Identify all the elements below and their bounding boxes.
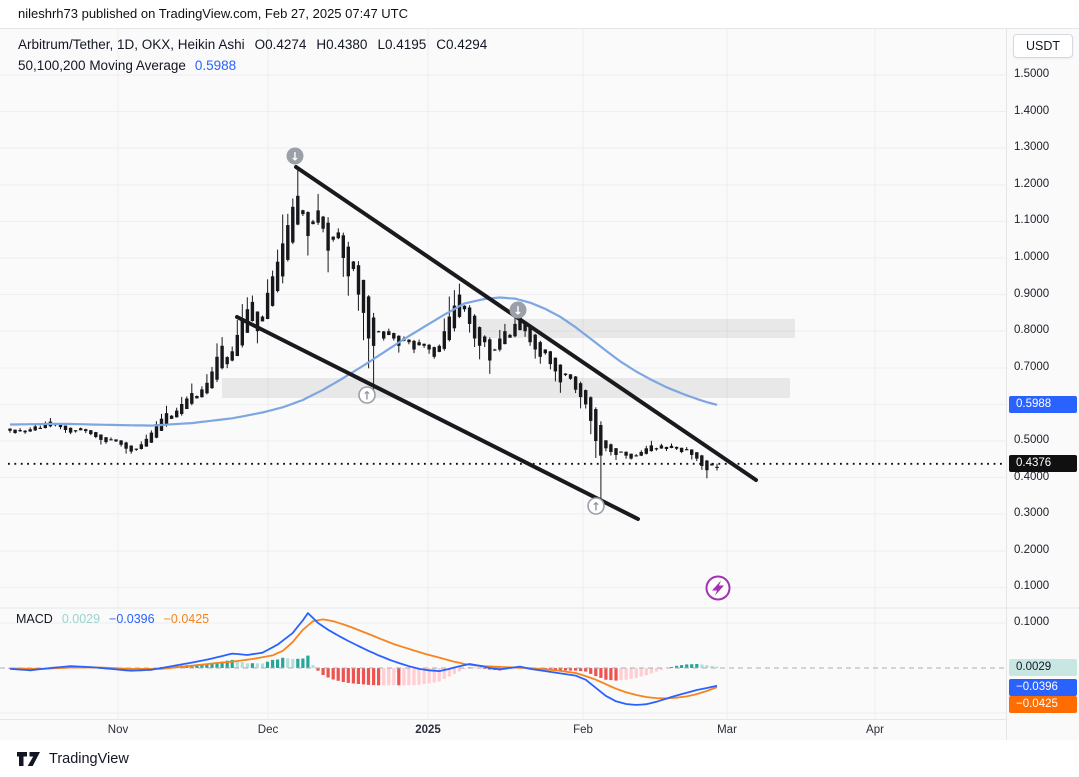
currency-toggle-button[interactable]: USDT xyxy=(1013,34,1073,58)
macd-hist-value: 0.0029 xyxy=(61,612,101,626)
macd-line-badge: −0.0396 xyxy=(1009,678,1077,696)
publish-info-bar: nileshrh73 published on TradingView.com,… xyxy=(0,0,1079,28)
time-tick-label: Apr xyxy=(866,724,884,736)
price-tick-label: 0.1000 xyxy=(1014,580,1050,593)
price-tick-label: 1.4000 xyxy=(1014,104,1050,117)
price-tick-label: 0.7000 xyxy=(1014,360,1050,373)
chart-legend: Arbitrum/Tether, 1D, OKX, Heikin Ashi O0… xyxy=(18,37,487,73)
time-tick-label: Dec xyxy=(257,724,279,736)
svg-text:↑: ↑ xyxy=(591,500,601,514)
publish-info-text: nileshrh73 published on TradingView.com,… xyxy=(18,6,409,21)
price-tick-label: 0.9000 xyxy=(1014,287,1050,300)
price-tick-label: 1.3000 xyxy=(1014,141,1050,154)
macd-signal-badge: −0.0425 xyxy=(1009,695,1077,713)
last-price-badge: 0.4376 xyxy=(1009,455,1077,473)
price-tick-label: 0.8000 xyxy=(1014,324,1050,337)
ohlc-high: H0.4380 xyxy=(316,37,368,52)
time-tick-label: Nov xyxy=(107,724,129,736)
macd-line-value: −0.0396 xyxy=(109,612,155,626)
ohlc-open: O0.4274 xyxy=(254,37,307,52)
price-axis[interactable]: USDT 0.5988 0.4376 0.0029 −0.0396 −0.042… xyxy=(1006,29,1079,741)
chart-card[interactable]: ↓ ↓ ↑ ↑ Arbitrum/Tether, 1D, OKX, Heikin As… xyxy=(0,28,1079,741)
ma-price-badge: 0.5988 xyxy=(1009,396,1077,414)
macd-legend-title: MACD xyxy=(16,612,53,626)
ohlc-low: L0.4195 xyxy=(377,37,427,52)
price-tick-label: 0.3000 xyxy=(1014,507,1050,520)
time-tick-label: Mar xyxy=(717,724,737,736)
ma-legend-value: 0.5988 xyxy=(194,58,237,73)
symbol-legend-row: Arbitrum/Tether, 1D, OKX, Heikin Ashi O0… xyxy=(18,37,487,52)
time-tick-label: Feb xyxy=(573,724,593,736)
svg-text:↓: ↓ xyxy=(513,304,523,318)
symbol-title: Arbitrum/Tether, 1D, OKX, Heikin Ashi xyxy=(18,37,245,52)
ohlc-close: C0.4294 xyxy=(436,37,488,52)
macd-signal-value: −0.0425 xyxy=(163,612,210,626)
macd-legend: MACD 0.0029 −0.0396 −0.0425 xyxy=(16,612,209,626)
macd-tick-label: 0.1000 xyxy=(1014,616,1050,628)
tradingview-brand-text: TradingView xyxy=(49,751,129,767)
ma-legend-row: 50,100,200 Moving Average 0.5988 xyxy=(18,58,487,73)
price-tick-label: 0.2000 xyxy=(1014,543,1050,556)
price-tick-label: 1.0000 xyxy=(1014,251,1050,263)
price-tick-label: 1.1000 xyxy=(1014,214,1050,227)
chart-canvas[interactable]: ↓ ↓ ↑ ↑ xyxy=(0,29,1079,741)
price-tick-label: 0.5000 xyxy=(1014,434,1050,446)
price-tick-label: 1.5000 xyxy=(1014,68,1050,80)
tradingview-brand-link[interactable]: TradingView xyxy=(16,750,129,768)
macd-hist-badge: 0.0029 xyxy=(1009,658,1077,676)
tradingview-logo-icon xyxy=(17,752,40,766)
ma-legend-label: 50,100,200 Moving Average xyxy=(18,58,186,73)
time-axis[interactable]: Nov Dec 2025 Feb Mar Apr xyxy=(0,719,1006,741)
price-tick-label: 1.2000 xyxy=(1014,177,1050,190)
footer: TradingView xyxy=(0,740,1079,777)
svg-text:↓: ↓ xyxy=(290,150,300,164)
svg-text:↑: ↑ xyxy=(362,389,372,403)
time-tick-label: 2025 xyxy=(415,724,441,736)
price-tick-label: 0.4000 xyxy=(1014,470,1050,483)
